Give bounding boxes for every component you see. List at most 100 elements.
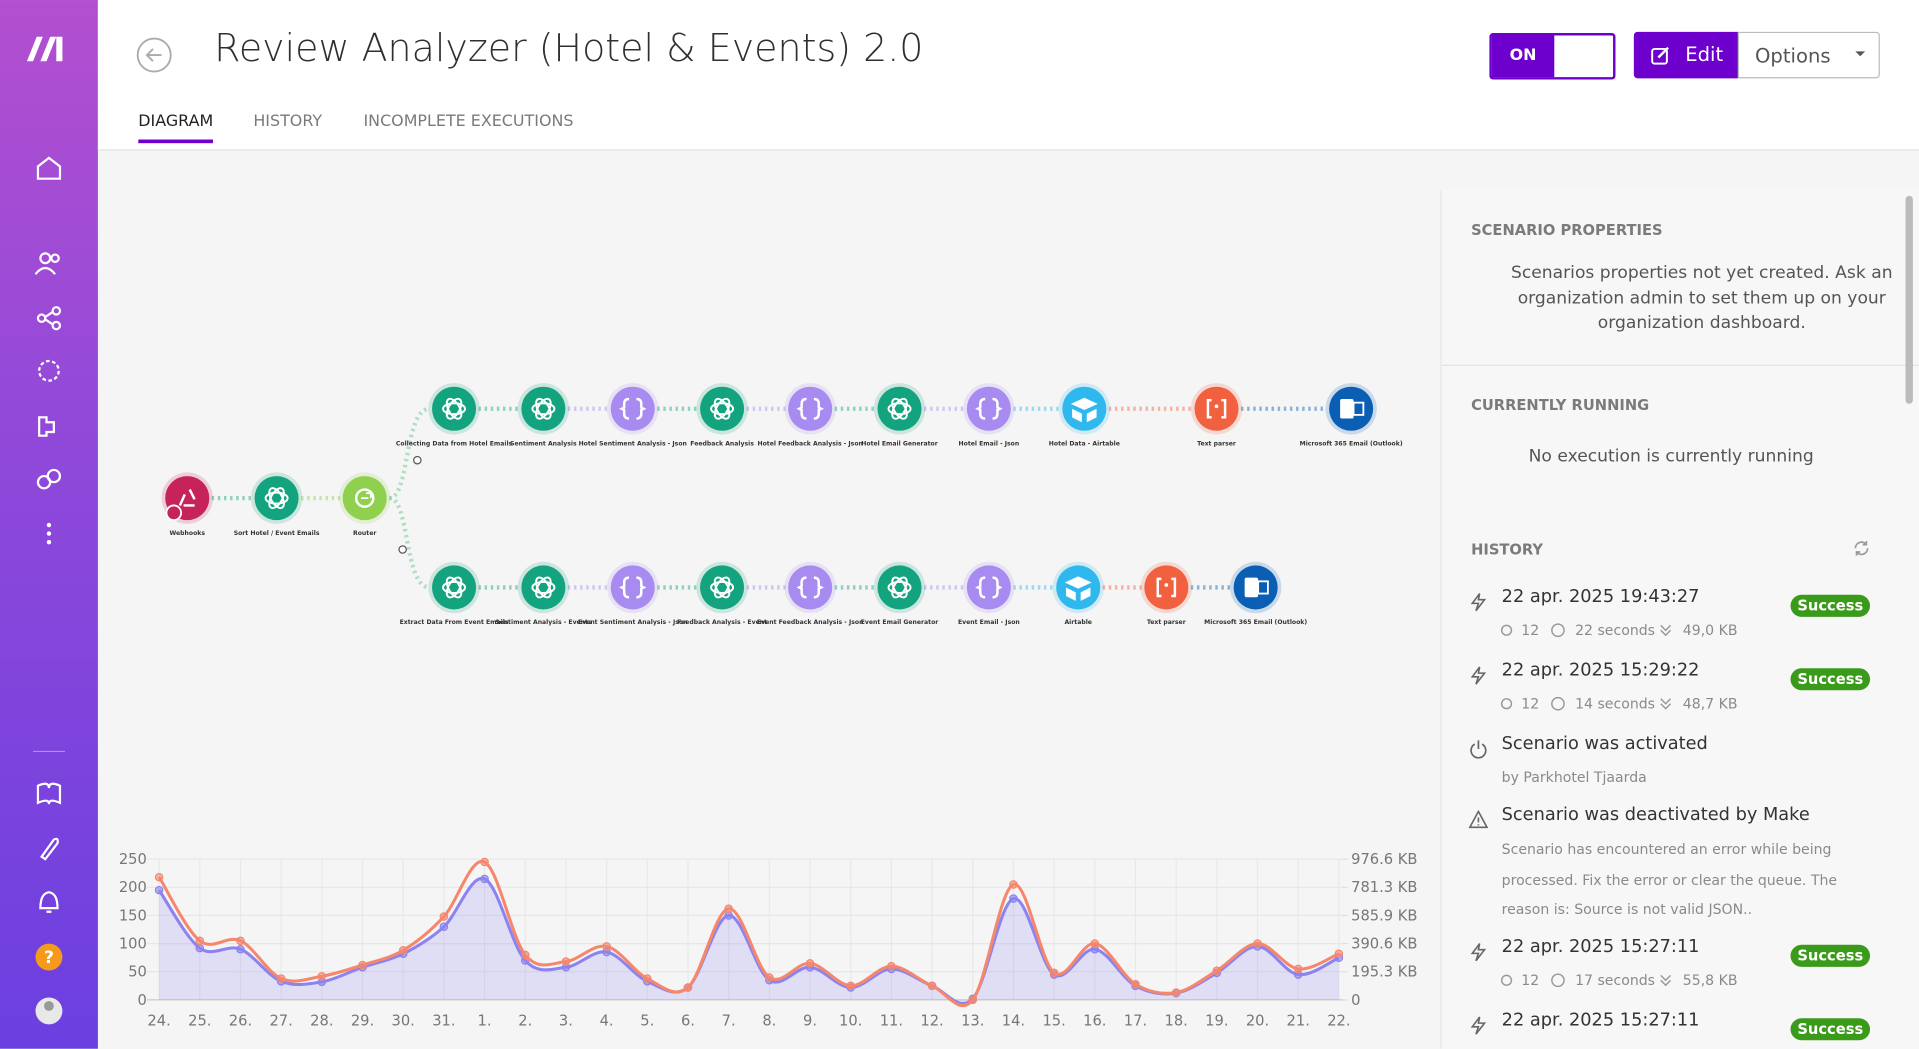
module-icon xyxy=(975,397,1003,420)
module-label: Hotel Email Generator xyxy=(861,440,938,447)
x-tick-label: 8. xyxy=(762,1013,776,1030)
module[interactable] xyxy=(521,565,566,610)
x-tick-label: 6. xyxy=(681,1013,695,1030)
module-icon xyxy=(1352,401,1365,416)
x-tick-label: 25. xyxy=(188,1013,211,1030)
module-icon xyxy=(442,580,467,594)
module-icon xyxy=(713,397,731,420)
caret xyxy=(1855,51,1866,57)
toggle[interactable]: ON xyxy=(1489,33,1616,80)
operations: 12 xyxy=(1521,621,1540,639)
x-tick-label: 4. xyxy=(600,1013,614,1030)
module-icon xyxy=(713,397,731,420)
back-button[interactable] xyxy=(136,37,173,74)
running-text: No execution is currently running xyxy=(1528,446,1814,467)
module-icon xyxy=(887,580,912,594)
y2-tick-label: 195.3 KB xyxy=(1351,964,1417,981)
tab[interactable]: DIAGRAM xyxy=(138,113,214,144)
module[interactable] xyxy=(700,565,745,610)
status-badge: Success xyxy=(1790,944,1871,967)
x-tick-label: 14. xyxy=(1002,1013,1025,1030)
module-icon xyxy=(891,576,908,599)
module-icon xyxy=(713,576,731,599)
x-tick-label: 27. xyxy=(269,1013,292,1030)
help-button[interactable] xyxy=(35,943,63,971)
edit-label: Edit xyxy=(1685,42,1724,67)
bolt xyxy=(1470,666,1487,685)
module-icon xyxy=(1164,583,1169,587)
module[interactable] xyxy=(788,386,833,431)
y-tick-label: 250 xyxy=(119,851,147,868)
module-icon xyxy=(1070,397,1098,423)
module[interactable] xyxy=(610,386,655,431)
module-icon xyxy=(178,488,196,507)
duration: 17 seconds xyxy=(1575,971,1656,989)
module[interactable] xyxy=(877,386,922,431)
module-icon xyxy=(531,402,556,416)
module[interactable] xyxy=(1144,565,1189,610)
tab[interactable]: INCOMPLETE EXECUTIONS xyxy=(363,112,574,131)
tab[interactable]: HISTORY xyxy=(253,112,323,131)
module[interactable] xyxy=(432,565,477,610)
module[interactable] xyxy=(521,386,566,431)
history-date: 22 apr. 2025 15:29:22 xyxy=(1501,660,1700,681)
history-icon xyxy=(1470,740,1487,759)
clock-icon xyxy=(1551,973,1565,988)
history-message: Scenario has encountered an error while … xyxy=(1501,840,1838,918)
area xyxy=(159,878,1339,1004)
module[interactable] xyxy=(254,476,299,521)
module-label: Sentiment Analysis xyxy=(510,440,577,447)
module-label: Event Feedback Analysis - Json xyxy=(757,619,863,626)
module[interactable] xyxy=(700,386,745,431)
x-tick-label: 20. xyxy=(1246,1013,1269,1030)
point xyxy=(236,936,245,946)
point xyxy=(968,995,978,1005)
operations: 12 xyxy=(1521,695,1540,713)
module-icon xyxy=(796,576,824,599)
refresh-button[interactable] xyxy=(1852,538,1872,558)
point xyxy=(1334,949,1344,959)
connector xyxy=(388,495,431,590)
x-tick-label: 10. xyxy=(839,1013,862,1030)
module-icon xyxy=(268,487,285,510)
options-button[interactable]: Options xyxy=(1737,31,1880,79)
point xyxy=(317,971,327,981)
module[interactable] xyxy=(877,565,922,610)
separator xyxy=(1441,364,1919,366)
module-icon xyxy=(713,576,731,599)
module[interactable] xyxy=(966,565,1011,610)
module-icon xyxy=(1206,398,1227,419)
more xyxy=(46,522,52,545)
history-date: 22 apr. 2025 15:27:11 xyxy=(1501,1010,1700,1031)
module-icon xyxy=(535,397,552,420)
module-label: Event Email Generator xyxy=(861,619,939,626)
module-label: Sort Hotel / Event Emails xyxy=(234,530,320,537)
x-tick-label: 18. xyxy=(1164,1013,1187,1030)
x-tick-label: 15. xyxy=(1042,1013,1065,1030)
module[interactable] xyxy=(1194,386,1239,431)
y2-tick-label: 976.6 KB xyxy=(1351,851,1417,868)
module[interactable] xyxy=(432,386,477,431)
x-tick-label: 17. xyxy=(1124,1013,1147,1030)
x-tick-label: 26. xyxy=(229,1013,252,1030)
module-icon xyxy=(710,402,735,416)
toggle-label: ON xyxy=(1491,35,1555,78)
point xyxy=(236,944,245,954)
edit-button[interactable]: Edit xyxy=(1633,31,1738,79)
x-tick-label: 28. xyxy=(310,1013,333,1030)
module[interactable] xyxy=(788,565,833,610)
module-icon xyxy=(796,397,824,420)
point xyxy=(602,942,611,951)
module[interactable] xyxy=(966,386,1011,431)
module-label: Event Sentiment Analysis - Json xyxy=(578,619,687,626)
meta-icons xyxy=(1500,973,1672,988)
warning xyxy=(1468,810,1489,829)
x-tick-label: 11. xyxy=(880,1013,903,1030)
point xyxy=(846,981,855,991)
history-icon xyxy=(1470,943,1487,962)
canvas: Webhooks Sort Hotel / Event Emails Router C… xyxy=(119,383,1417,1030)
x-tick-label: 7. xyxy=(722,1013,736,1030)
module[interactable] xyxy=(610,565,655,610)
clock-icon xyxy=(1551,623,1565,638)
